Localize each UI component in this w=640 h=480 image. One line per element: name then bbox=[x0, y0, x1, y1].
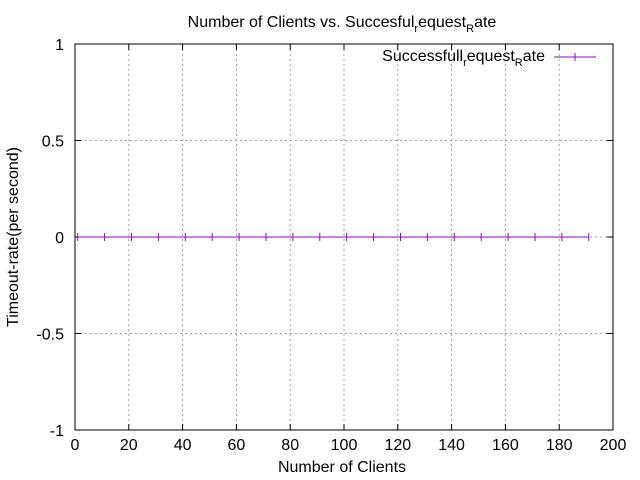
x-tick-label: 20 bbox=[120, 437, 138, 454]
x-tick-label: 120 bbox=[384, 437, 411, 454]
x-tick-label: 200 bbox=[600, 437, 627, 454]
series-layer bbox=[77, 233, 590, 241]
x-tick-label: 160 bbox=[492, 437, 519, 454]
chart-title-main: Number of Clients vs. Succesful bbox=[188, 14, 415, 31]
y-tick-label: -0.5 bbox=[36, 327, 64, 344]
legend-label-c: ate bbox=[523, 48, 545, 65]
legend-label-sub2: R bbox=[515, 57, 523, 69]
x-tick-label: 140 bbox=[438, 437, 465, 454]
legend-label-sub1: r bbox=[463, 57, 467, 69]
chart-title-end: ate bbox=[474, 14, 496, 31]
chart-title-sub1: r bbox=[414, 23, 418, 35]
y-tick-label: -1 bbox=[50, 423, 64, 440]
grid-lines bbox=[75, 44, 613, 430]
legend: SuccessfullrequestRate bbox=[382, 48, 596, 69]
legend-label-a: Successfull bbox=[382, 48, 463, 65]
y-tick-label: 0.5 bbox=[42, 134, 64, 151]
x-tick-label: 100 bbox=[331, 437, 358, 454]
x-tick-label: 180 bbox=[546, 437, 573, 454]
chart-title-mid: equest bbox=[418, 14, 467, 31]
x-tick-label: 80 bbox=[281, 437, 299, 454]
chart-title-sub2: R bbox=[466, 23, 474, 35]
y-axis-label: Timeout-rate(per second) bbox=[5, 147, 22, 327]
chart-title: Number of Clients vs. SuccesfulrequestRa… bbox=[188, 14, 497, 35]
x-tick-label: 40 bbox=[174, 437, 192, 454]
x-axis-label: Number of Clients bbox=[278, 459, 406, 476]
axis-ticks: 0 20 40 60 80 100 120 140 160 180 200 1 0.5 0 -0.5 -1 bbox=[36, 37, 626, 454]
y-tick-label: 1 bbox=[55, 37, 64, 54]
y-tick-label: 0 bbox=[55, 230, 64, 247]
legend-label-b: equest bbox=[467, 48, 516, 65]
x-tick-label: 0 bbox=[71, 437, 80, 454]
x-tick-label: 60 bbox=[228, 437, 246, 454]
legend-label: SuccessfullrequestRate bbox=[382, 48, 545, 69]
